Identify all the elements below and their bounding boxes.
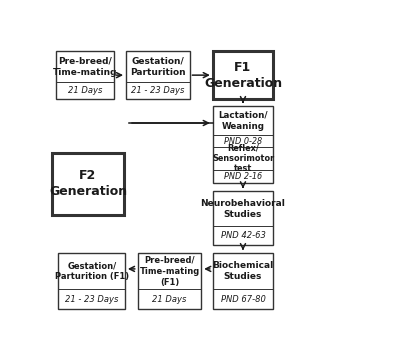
Text: Biochemical
Studies: Biochemical Studies [212,261,274,281]
Text: Reflex/
Sensorimotor
test: Reflex/ Sensorimotor test [212,144,274,174]
Bar [56,51,114,99]
Text: Neurobehavioral
Studies: Neurobehavioral Studies [200,198,286,218]
Bar [126,51,190,99]
Text: F2
Generation: F2 Generation [49,169,127,198]
Text: 21 Days: 21 Days [152,295,187,304]
Text: Gestation/
Parturition (F1): Gestation/ Parturition (F1) [55,261,129,281]
Text: 21 - 23 Days: 21 - 23 Days [131,86,184,95]
Text: Lactation/
Weaning: Lactation/ Weaning [218,111,268,131]
Bar [213,51,273,99]
Bar [213,253,273,310]
Bar [58,253,125,310]
Text: PND 0-28: PND 0-28 [224,137,262,146]
Text: Pre-breed/
Time-mating
(F1): Pre-breed/ Time-mating (F1) [139,256,200,287]
Text: PND 42-63: PND 42-63 [220,231,266,240]
Bar [213,106,273,183]
Text: PND 2-16: PND 2-16 [224,172,262,181]
Bar [52,153,124,215]
Text: PND 67-80: PND 67-80 [220,295,266,304]
Text: Pre-breed/
Time-mating: Pre-breed/ Time-mating [53,56,117,77]
Bar [213,191,273,245]
Text: F1
Generation: F1 Generation [204,61,282,90]
Text: 21 Days: 21 Days [68,86,102,95]
Text: Gestation/
Parturition: Gestation/ Parturition [130,56,186,77]
Text: 21 - 23 Days: 21 - 23 Days [65,295,118,304]
Bar [138,253,201,310]
